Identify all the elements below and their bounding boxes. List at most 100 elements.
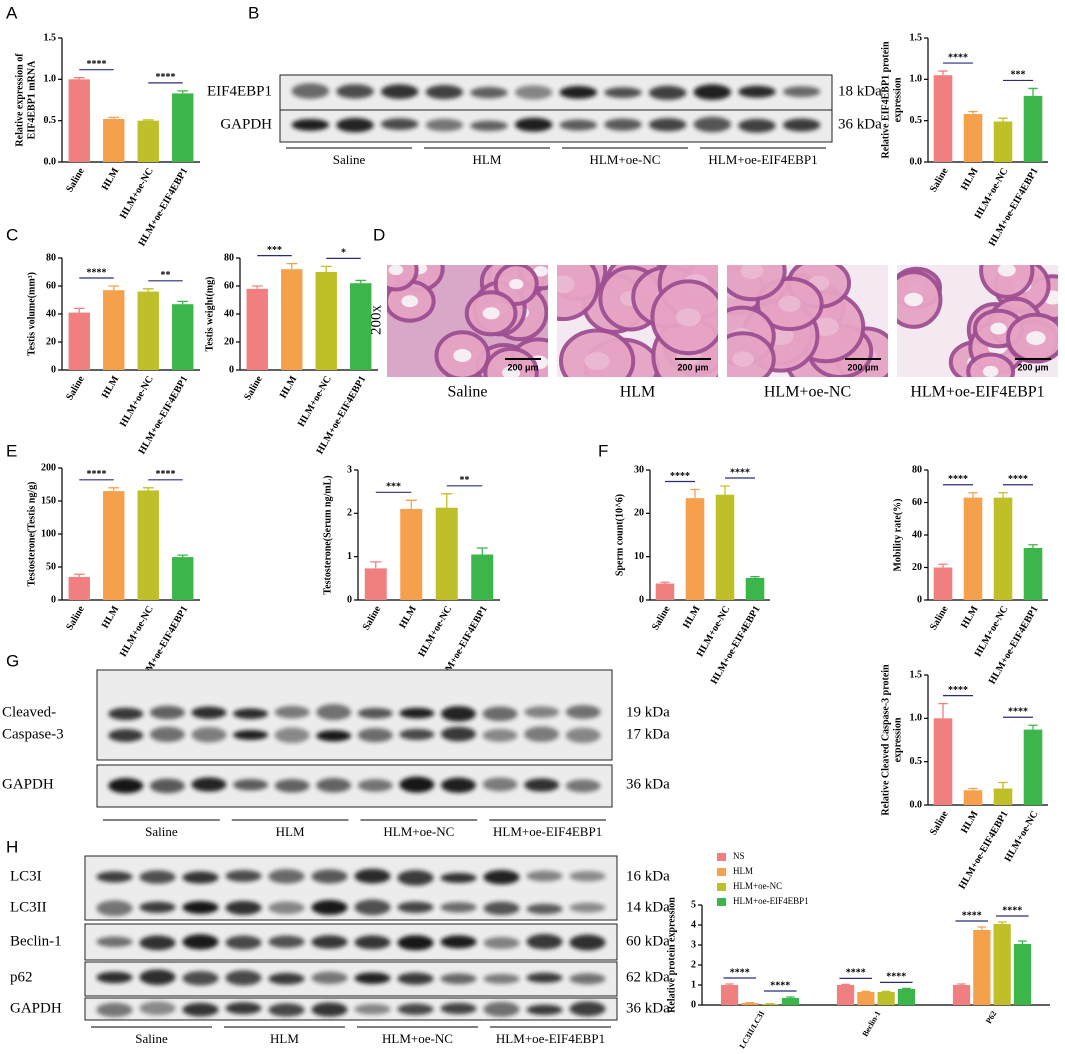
scale-bar: [1015, 358, 1051, 360]
blot-band: [291, 83, 330, 99]
blot-band: [693, 84, 732, 100]
bar: [137, 291, 159, 370]
bar: [103, 491, 125, 600]
error-bar: [690, 488, 700, 499]
bar: [68, 79, 90, 162]
blot-band: [311, 869, 348, 884]
y-tick-label: 80: [46, 252, 56, 263]
blot-band: [399, 776, 435, 793]
y-tick-label: 20: [224, 336, 234, 347]
bar: [68, 312, 90, 370]
error-bar: [286, 262, 298, 270]
bar: [963, 497, 983, 600]
bar: [993, 121, 1013, 162]
blot-band: [526, 972, 563, 983]
error-bar: [1028, 87, 1038, 96]
y-axis-label: expression: [892, 717, 903, 762]
blot-band: [96, 971, 133, 984]
y-tick-label: 0: [917, 594, 922, 605]
blot-size: 14 kDa: [626, 899, 670, 915]
blot-band: [425, 118, 464, 132]
error-bar: [938, 563, 948, 568]
bar: [1023, 548, 1043, 600]
significance-label: ****: [948, 474, 968, 485]
error-bar: [1018, 940, 1027, 944]
lumen: [778, 295, 801, 312]
legend-label: HLM: [733, 866, 753, 876]
significance-label: ***: [386, 482, 401, 493]
blot-band: [514, 85, 553, 100]
blot-band: [139, 969, 176, 985]
blot-band: [482, 777, 518, 792]
y-tick-label: 1: [691, 979, 696, 990]
y-axis-label: Relative expression of: [14, 53, 25, 147]
bar: [137, 120, 159, 162]
histology-image: [897, 265, 1058, 377]
blot-size: 19 kDa: [626, 704, 670, 720]
y-tick-label: 2: [691, 959, 696, 970]
x-tick-label: Saline: [650, 604, 673, 633]
significance-label: *: [341, 248, 346, 259]
error-bar: [177, 300, 189, 305]
blot-band: [440, 872, 477, 883]
blot-band: [482, 728, 518, 742]
error-bar: [441, 493, 453, 508]
blot-band: [139, 901, 176, 913]
y-tick-label: 1.0: [910, 74, 923, 85]
blot-label: Caspase-3: [2, 726, 64, 742]
blot-band: [397, 972, 434, 985]
blot-band: [268, 1003, 305, 1017]
panel-label: F: [598, 441, 608, 460]
error-bar: [1028, 724, 1038, 730]
error-bar: [177, 90, 189, 94]
lumen: [1026, 331, 1046, 346]
error-bar: [750, 575, 760, 578]
blot-band: [524, 706, 560, 718]
lumen: [732, 351, 754, 367]
blot-band: [482, 706, 518, 722]
blot-band: [569, 870, 606, 882]
bar: [1023, 95, 1043, 162]
blot-band: [559, 85, 598, 99]
blot-label: GAPDH: [220, 116, 272, 132]
lumen: [904, 292, 924, 307]
group-label: HLM: [276, 824, 305, 839]
bar: [952, 985, 971, 1005]
error-bar: [957, 983, 966, 985]
x-tick-label: HLM: [100, 166, 122, 193]
blot-band: [316, 730, 352, 742]
blot-band: [440, 777, 476, 793]
lumen: [453, 349, 472, 362]
blot-label: EIF4EBP1: [207, 83, 272, 99]
blot-band: [648, 85, 687, 100]
scale-bar-label: 200 μm: [847, 362, 878, 372]
y-tick-label: 60: [224, 280, 234, 291]
error-bar: [720, 485, 730, 495]
x-tick-label: P62: [984, 1009, 998, 1025]
blot-band: [565, 705, 601, 719]
blot-band: [225, 1002, 262, 1015]
blot-band: [425, 85, 464, 100]
group-label: HLM+oe-NC: [590, 152, 661, 167]
error-bar: [998, 781, 1008, 789]
x-tick-label: Saline: [928, 166, 951, 195]
x-tick-label: Beclin-1: [861, 1009, 883, 1038]
lumen: [388, 265, 404, 276]
bar: [741, 1003, 759, 1005]
group-label: HLM: [270, 1031, 299, 1046]
y-tick-label: 30: [634, 464, 644, 475]
scale-bar-label: 200 μm: [507, 362, 538, 372]
bar: [435, 507, 458, 600]
error-bar: [108, 285, 120, 291]
significance-label: ****: [670, 471, 690, 482]
y-tick-label: 0: [639, 594, 644, 605]
bar: [963, 790, 983, 805]
blot-label: GAPDH: [10, 1000, 62, 1016]
blot-band: [559, 119, 598, 131]
x-tick-label: Saline: [64, 604, 87, 633]
bar: [720, 985, 739, 1005]
blot-band: [182, 901, 219, 914]
error-bar: [73, 307, 85, 313]
blot-band: [397, 901, 434, 913]
error-bar: [977, 926, 987, 930]
